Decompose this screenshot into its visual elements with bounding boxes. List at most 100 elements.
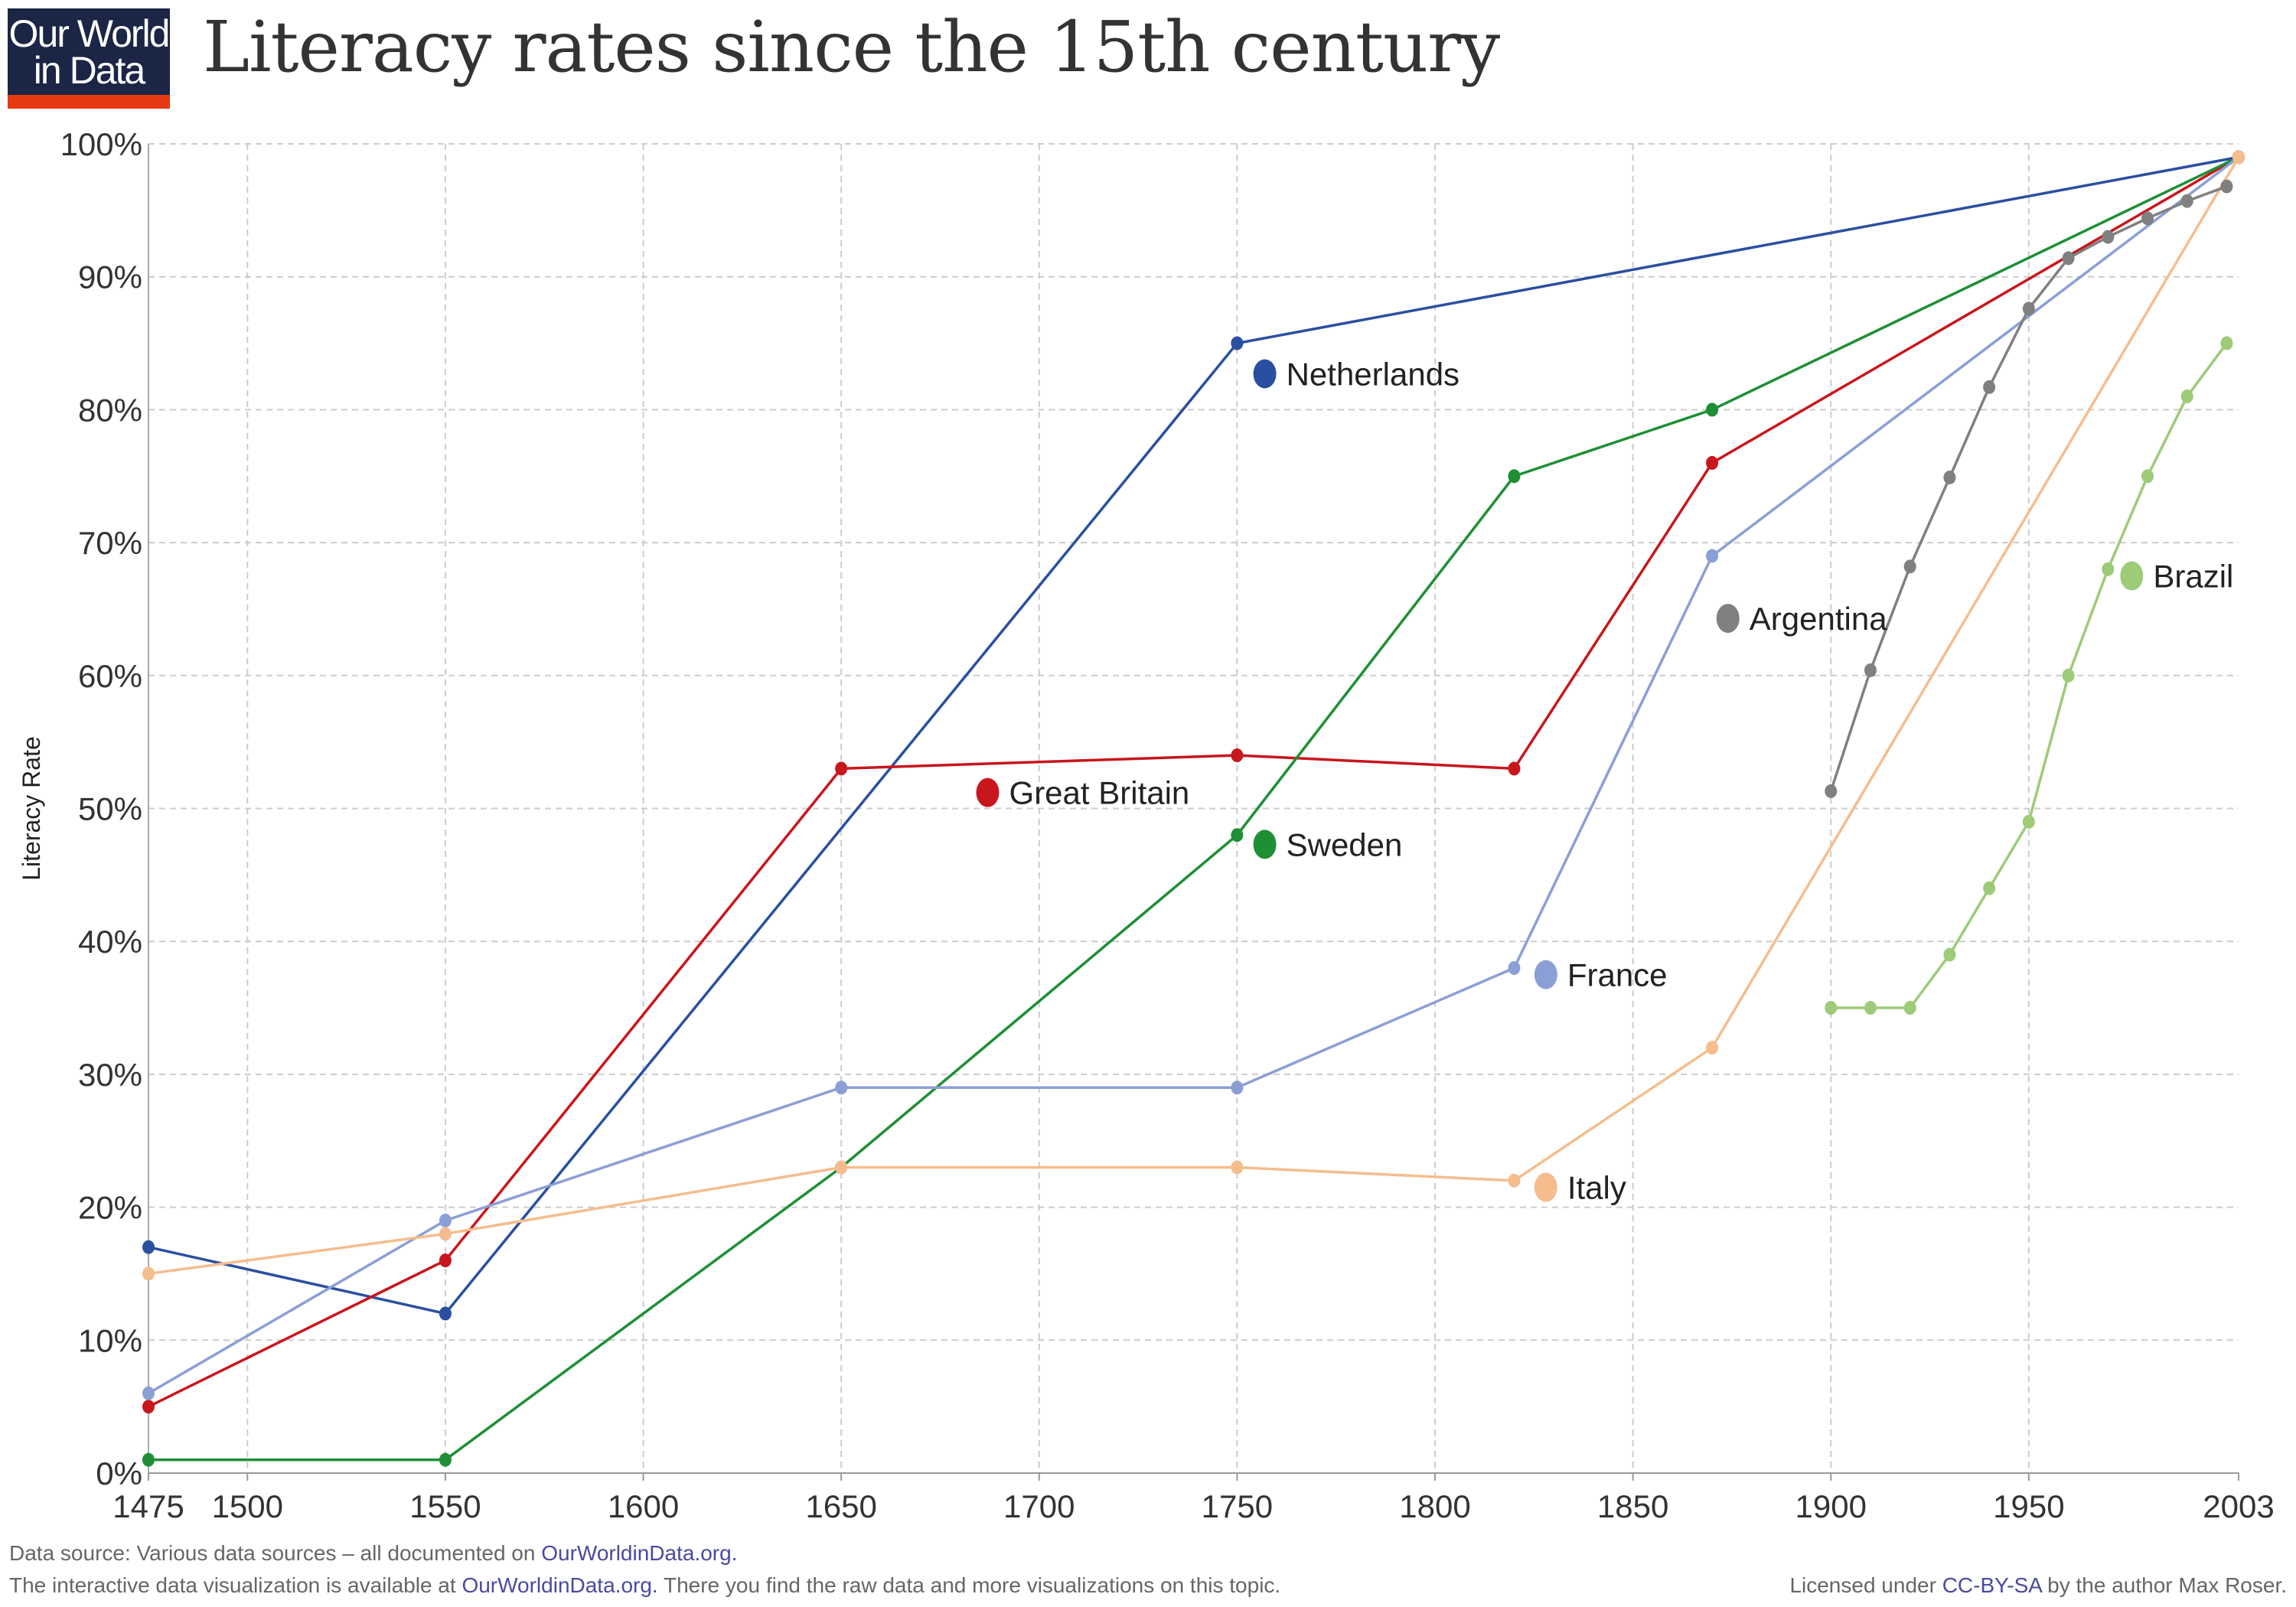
license-suffix: by the author Max Roser.: [2041, 1573, 2287, 1597]
y-axis-label: Literacy Rate: [18, 736, 45, 881]
footer-source: Data source: Various data sources – all …: [9, 1541, 737, 1566]
license-link[interactable]: CC-BY-SA: [1942, 1573, 2042, 1597]
data-point-great-britain: [835, 761, 848, 776]
data-point-france: [1508, 960, 1521, 975]
data-point-great-britain: [1508, 761, 1521, 776]
y-tick-label: 40%: [78, 924, 142, 960]
y-tick-label: 70%: [78, 525, 142, 561]
data-point-france: [1231, 1081, 1244, 1095]
data-point-france: [1706, 549, 1719, 563]
data-point-france: [439, 1213, 452, 1227]
data-point-argentina: [2180, 194, 2193, 208]
source-text: Data source: Various data sources – all …: [9, 1541, 542, 1565]
series-label-france: France: [1567, 957, 1668, 993]
series-line-great-britain: [148, 155, 2239, 1408]
data-point-france: [835, 1081, 848, 1095]
data-point-italy: [142, 1266, 155, 1281]
y-tick-label: 100%: [60, 126, 142, 162]
data-point-brazil: [2022, 814, 2035, 829]
y-tick-label: 10%: [78, 1322, 142, 1358]
footer-interactive: The interactive data visualization is av…: [9, 1573, 1280, 1598]
data-point-argentina: [2141, 211, 2154, 226]
footer-license: Licensed under CC-BY-SA by the author Ma…: [1789, 1573, 2287, 1598]
series-line-netherlands: [148, 155, 2239, 1315]
data-point-great-britain: [1706, 455, 1719, 470]
x-tick-label: 1650: [805, 1488, 876, 1524]
x-tick-label: 1600: [608, 1488, 679, 1524]
legend-marker-netherlands: [1253, 359, 1277, 389]
x-tick-label: 1700: [1003, 1488, 1075, 1524]
legend-marker-sweden: [1253, 830, 1277, 859]
data-point-italy: [2232, 150, 2245, 165]
y-tick-label: 30%: [78, 1057, 142, 1093]
y-tick-label: 20%: [78, 1190, 142, 1226]
data-point-brazil: [2220, 336, 2233, 350]
data-point-argentina: [1983, 380, 1996, 394]
data-point-brazil: [2180, 390, 2193, 404]
data-point-brazil: [1825, 1001, 1838, 1015]
data-point-great-britain: [142, 1400, 155, 1414]
data-point-argentina: [1825, 784, 1838, 798]
x-tick-label: 1900: [1795, 1488, 1867, 1524]
y-tick-label: 90%: [78, 259, 142, 295]
y-tick-label: 50%: [78, 791, 142, 827]
data-point-argentina: [2062, 251, 2075, 266]
x-tick-label: 1950: [1993, 1488, 2064, 1524]
data-point-netherlands: [1231, 336, 1244, 350]
x-tick-label: 1475: [113, 1488, 184, 1524]
series-label-great-britain: Great Britain: [1009, 775, 1190, 811]
x-tick-label: 1500: [212, 1488, 283, 1524]
data-point-sweden: [142, 1452, 155, 1467]
series-label-netherlands: Netherlands: [1287, 357, 1459, 393]
data-point-sweden: [1706, 403, 1719, 417]
legend-marker-brazil: [2120, 561, 2144, 591]
data-point-argentina: [2220, 179, 2233, 194]
source-link[interactable]: OurWorldinData.org.: [541, 1541, 738, 1565]
owid-logo: Our World in Data: [8, 8, 170, 109]
legend-marker-italy: [1534, 1172, 1557, 1202]
data-point-brazil: [1983, 881, 1996, 895]
data-point-argentina: [2102, 230, 2115, 244]
x-tick-label: 1850: [1597, 1488, 1668, 1524]
interactive-suffix: There you find the raw data and more vis…: [657, 1573, 1281, 1597]
data-point-brazil: [1943, 947, 1956, 962]
series-label-italy: Italy: [1567, 1170, 1626, 1206]
y-tick-label: 60%: [78, 658, 142, 694]
x-tick-label: 1550: [409, 1488, 481, 1524]
data-point-brazil: [1903, 1001, 1916, 1015]
data-point-brazil: [1864, 1001, 1877, 1015]
x-tick-label: 1750: [1202, 1488, 1273, 1524]
interactive-link[interactable]: OurWorldinData.org.: [461, 1573, 658, 1597]
y-tick-label: 80%: [78, 392, 142, 428]
x-tick-label: 2003: [2203, 1488, 2274, 1524]
data-point-brazil: [2102, 562, 2115, 576]
data-point-italy: [1231, 1160, 1244, 1175]
license-text: Licensed under: [1789, 1573, 1942, 1597]
series-label-sweden: Sweden: [1287, 826, 1403, 862]
data-point-great-britain: [439, 1253, 452, 1268]
data-point-argentina: [2022, 302, 2035, 316]
series-line-italy: [148, 156, 2240, 1276]
interactive-text: The interactive data visualization is av…: [9, 1573, 462, 1597]
data-point-sweden: [1508, 469, 1521, 484]
data-point-argentina: [1864, 663, 1877, 677]
series-label-argentina: Argentina: [1750, 601, 1887, 637]
series-label-brazil: Brazil: [2153, 559, 2233, 595]
data-point-france: [142, 1386, 155, 1400]
chart-title: Literacy rates since the 15th century: [203, 6, 1500, 88]
logo-line1: Our World: [8, 12, 171, 55]
data-point-argentina: [1903, 559, 1916, 574]
data-point-netherlands: [142, 1240, 155, 1254]
data-point-brazil: [2062, 668, 2075, 683]
data-point-brazil: [2141, 469, 2154, 484]
legend-marker-france: [1534, 960, 1557, 989]
x-tick-label: 1800: [1399, 1488, 1470, 1524]
data-point-sweden: [1231, 828, 1244, 843]
data-point-italy: [439, 1227, 452, 1241]
data-point-great-britain: [1231, 748, 1244, 763]
data-point-netherlands: [439, 1306, 452, 1321]
data-point-italy: [1706, 1041, 1719, 1055]
data-point-italy: [835, 1160, 848, 1175]
logo-line2: in Data: [33, 49, 145, 92]
